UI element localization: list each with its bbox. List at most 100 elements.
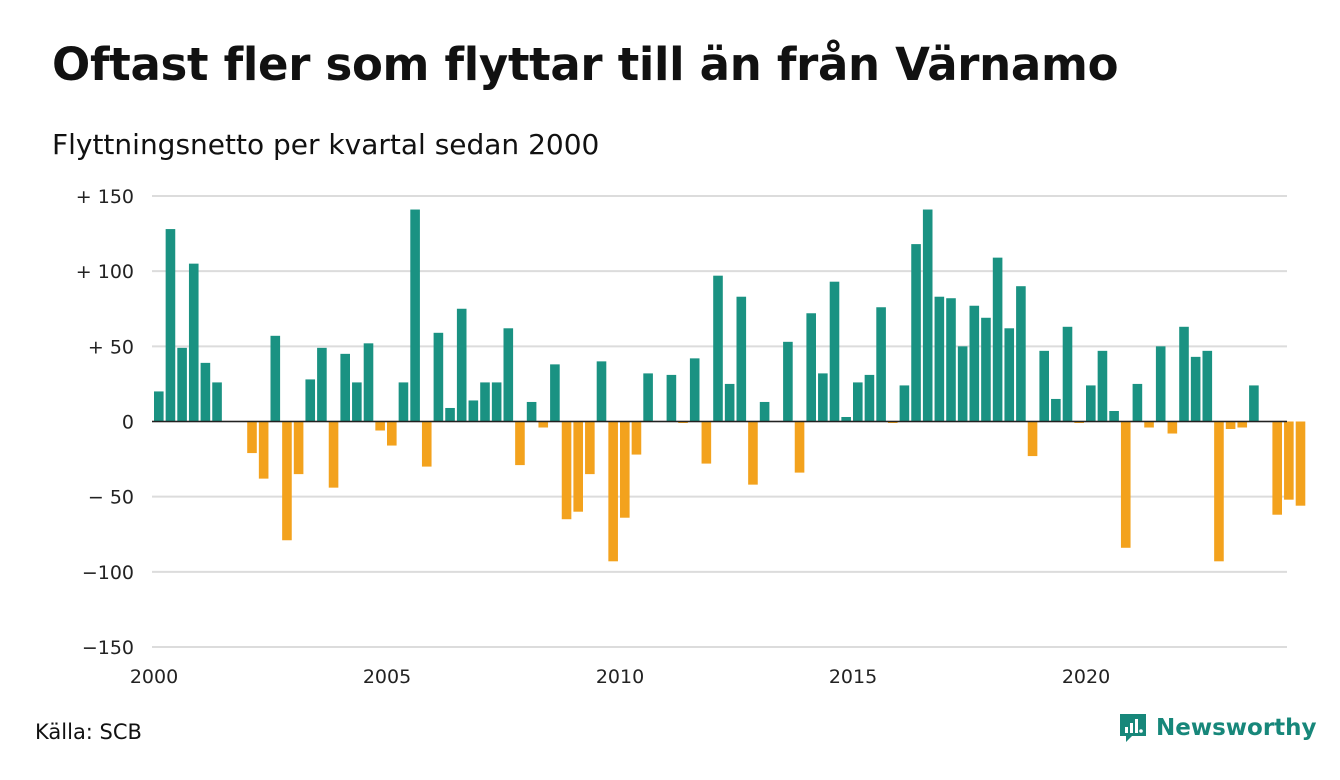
- bar: [410, 209, 420, 422]
- bar: [818, 373, 828, 422]
- bar: [1039, 350, 1049, 422]
- bar: [375, 421, 385, 431]
- bar: [643, 373, 653, 422]
- bar: [876, 307, 886, 422]
- source-note: Källa: SCB: [35, 720, 142, 744]
- y-tick-label: + 50: [88, 336, 134, 358]
- x-axis-labels: 2000 2005 2010 2015 2020: [130, 666, 1110, 688]
- bar: [759, 401, 770, 422]
- bar: [258, 421, 269, 479]
- x-tick-label: 2010: [596, 666, 644, 688]
- bar: [468, 400, 479, 422]
- bar: [981, 317, 991, 422]
- bar: [946, 298, 956, 422]
- bar: [899, 385, 910, 422]
- bar: [1190, 356, 1201, 422]
- bar: [666, 374, 677, 422]
- bar: [1272, 421, 1282, 515]
- bar: [992, 257, 1003, 422]
- bar: [247, 421, 257, 454]
- x-tick-label: 2005: [363, 666, 411, 688]
- y-axis-labels: + 150 + 100 + 50 0 − 50 −100 −150: [76, 186, 134, 659]
- x-tick-label: 2015: [829, 666, 877, 688]
- chart-subtitle: Flyttningsnetto per kvartal sedan 2000: [52, 128, 600, 161]
- bar: [270, 335, 281, 422]
- bar: [538, 421, 549, 428]
- bars: [154, 209, 1306, 562]
- x-tick-label: 2000: [130, 666, 178, 688]
- y-tick-label: 0: [122, 412, 134, 434]
- bar: [1284, 421, 1294, 500]
- brand-name: Newsworthy: [1156, 715, 1317, 741]
- bar: [1097, 350, 1108, 422]
- bar: [608, 421, 618, 562]
- bar: [200, 362, 211, 422]
- bar: [1144, 421, 1154, 428]
- chart-title: Oftast fler som flyttar till än från Vär…: [52, 38, 1119, 91]
- y-tick-label: −150: [82, 637, 134, 659]
- bar: [387, 421, 397, 446]
- bar: [317, 347, 327, 422]
- bar: [806, 313, 816, 422]
- bar: [503, 328, 514, 422]
- newsworthy-logo-icon: [1120, 714, 1146, 742]
- bar: [1004, 328, 1015, 422]
- bar: [352, 382, 362, 422]
- bar: [491, 382, 502, 422]
- bar: [293, 421, 304, 475]
- bar-chart: + 150 + 100 + 50 0 − 50 −100 −150 2000 2005 2010…: [76, 186, 1306, 688]
- bar: [212, 382, 222, 422]
- bar: [631, 421, 642, 455]
- bar: [1027, 421, 1038, 457]
- bar: [1062, 326, 1073, 422]
- bar: [573, 421, 583, 512]
- bar: [1132, 383, 1143, 422]
- bar: [363, 343, 374, 422]
- bar: [188, 263, 199, 422]
- bar: [922, 209, 933, 422]
- bar: [1120, 421, 1131, 548]
- bar: [689, 358, 700, 422]
- bar: [1295, 421, 1306, 506]
- bar: [398, 382, 409, 422]
- bar: [585, 421, 595, 475]
- bar: [165, 229, 176, 422]
- bar: [1179, 326, 1189, 422]
- x-tick-label: 2020: [1062, 666, 1110, 688]
- bar: [177, 347, 187, 422]
- bar: [480, 382, 490, 422]
- bar: [736, 296, 747, 422]
- bar: [445, 407, 455, 422]
- bar: [1086, 385, 1096, 422]
- y-tick-label: + 150: [76, 186, 134, 208]
- bar: [456, 308, 467, 422]
- bar: [783, 341, 793, 422]
- brand-logo: Newsworthy: [1118, 712, 1317, 744]
- bar: [934, 296, 945, 422]
- bar: [154, 391, 164, 422]
- bar: [1237, 421, 1248, 428]
- bar: [864, 374, 875, 422]
- bar: [1202, 350, 1213, 422]
- bar: [701, 421, 712, 464]
- bar: [1016, 286, 1026, 422]
- bar: [526, 401, 537, 422]
- bar: [620, 421, 630, 518]
- bar: [1155, 346, 1166, 422]
- bar: [794, 421, 805, 473]
- y-tick-label: + 100: [76, 261, 134, 283]
- bar: [328, 421, 339, 488]
- bar: [596, 361, 607, 422]
- bar: [1214, 421, 1224, 562]
- y-tick-label: −100: [82, 562, 134, 584]
- bar: [421, 421, 432, 467]
- bar: [957, 346, 968, 422]
- bar: [829, 281, 840, 422]
- y-tick-label: − 50: [88, 487, 134, 509]
- bar: [748, 421, 758, 485]
- bar: [724, 383, 735, 422]
- bar: [713, 275, 723, 422]
- bar: [969, 305, 980, 422]
- bar: [550, 364, 560, 422]
- bar: [433, 332, 444, 422]
